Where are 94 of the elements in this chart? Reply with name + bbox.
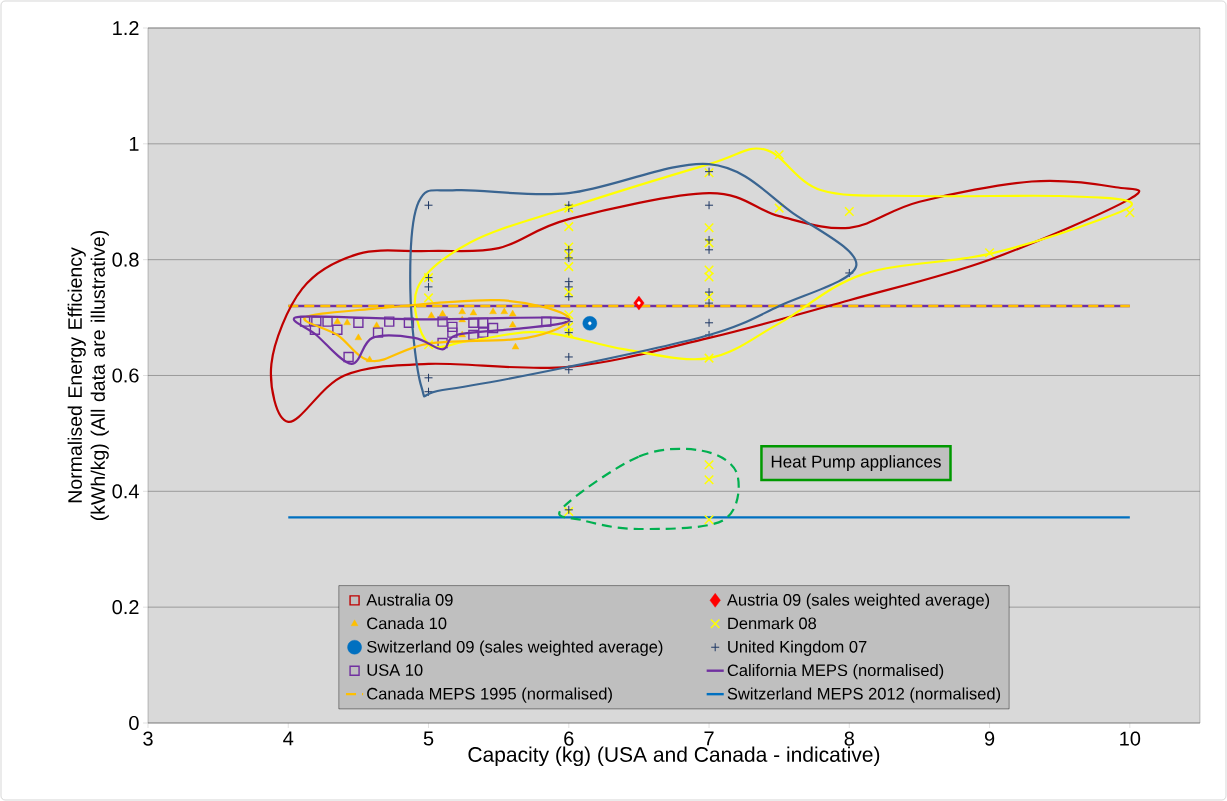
point <box>564 245 574 255</box>
point <box>500 307 508 314</box>
point <box>469 308 478 316</box>
point <box>487 322 499 334</box>
y-tick-label: 0.8 <box>112 252 139 267</box>
x-tick-label: 9 <box>984 731 995 746</box>
point <box>332 324 343 335</box>
y-tick-label: 0.2 <box>112 600 139 615</box>
point <box>333 317 342 324</box>
point <box>447 327 458 338</box>
y-tick-label: 0 <box>129 715 139 731</box>
point <box>424 282 434 292</box>
point <box>427 311 435 319</box>
y-tick-label: 0.6 <box>112 368 139 383</box>
point <box>424 200 434 210</box>
point <box>564 292 574 302</box>
x-tick-label: 5 <box>423 731 434 746</box>
legend-label: Austria 09 (sales weighted average) <box>726 593 990 609</box>
point <box>704 200 714 210</box>
point <box>299 316 311 327</box>
point <box>1124 207 1135 218</box>
point <box>564 282 574 292</box>
point <box>438 309 447 317</box>
point <box>563 261 574 272</box>
point <box>437 337 448 349</box>
legend-label: United Kingdom 07 <box>728 640 867 656</box>
point <box>704 353 715 364</box>
point <box>447 321 458 333</box>
legend-label: Australia 09 <box>366 593 453 606</box>
point <box>704 298 714 308</box>
legend-label: Canada MEPS 1995 (normalised) <box>367 687 612 703</box>
point <box>423 292 434 303</box>
point <box>563 221 574 232</box>
point <box>704 265 715 276</box>
point <box>509 320 517 328</box>
point <box>563 241 574 252</box>
legend-label: California MEPS (normalised) <box>727 663 944 680</box>
point <box>343 318 351 325</box>
point <box>774 203 785 214</box>
point <box>311 316 322 327</box>
x-tick-label: 8 <box>844 731 854 746</box>
point <box>384 316 395 327</box>
point <box>564 352 574 362</box>
point <box>844 206 855 217</box>
point <box>309 324 321 335</box>
point <box>468 329 479 341</box>
point <box>704 318 714 328</box>
point <box>365 355 374 363</box>
x-tick-label: 4 <box>283 731 294 746</box>
y-tick-label: 0.4 <box>112 484 139 499</box>
point <box>468 317 479 328</box>
legend-label: USA 10 <box>367 664 423 676</box>
point <box>704 474 715 485</box>
point <box>478 327 489 338</box>
point <box>704 245 714 255</box>
point <box>704 514 715 525</box>
point <box>633 295 645 311</box>
point <box>403 317 415 328</box>
point <box>984 247 995 258</box>
x-axis-title: Capacity (kg) (USA and Canada - indicative) <box>468 746 880 767</box>
point <box>582 316 598 331</box>
point <box>704 287 714 297</box>
legend-label: Denmark 08 <box>728 617 817 630</box>
point <box>563 321 574 332</box>
x-tick-label: 7 <box>704 731 714 746</box>
point <box>458 307 466 314</box>
point <box>509 309 517 317</box>
point <box>424 373 434 383</box>
point <box>437 316 448 327</box>
point <box>511 342 520 350</box>
y-axis-title: Normalised Energy Efficiency (kWh/kg) (All data are illustrative) <box>67 231 109 521</box>
point <box>354 333 363 341</box>
legend-label: Switzerland 09 (sales weighted average) <box>367 640 663 656</box>
point <box>704 291 715 302</box>
x-tick-label: 10 <box>1120 731 1141 746</box>
point <box>704 459 715 470</box>
y-tick-label: 1 <box>129 136 139 151</box>
point <box>343 351 354 363</box>
x-tick-label: 3 <box>143 731 153 746</box>
point <box>372 327 384 338</box>
x-tick-label: 6 <box>564 731 574 746</box>
point <box>563 287 574 298</box>
point <box>704 272 715 283</box>
point <box>774 149 785 160</box>
point <box>353 317 364 328</box>
legend-label: Canada 10 <box>367 617 447 630</box>
point <box>489 307 497 314</box>
y-tick-label: 1.2 <box>113 21 139 35</box>
legend-label: Switzerland MEPS 2012 (normalised) <box>727 687 1001 703</box>
point <box>478 317 489 328</box>
point <box>704 222 715 233</box>
point <box>322 316 333 327</box>
point <box>563 309 574 320</box>
annotation: Heat Pump appliances <box>771 455 941 471</box>
